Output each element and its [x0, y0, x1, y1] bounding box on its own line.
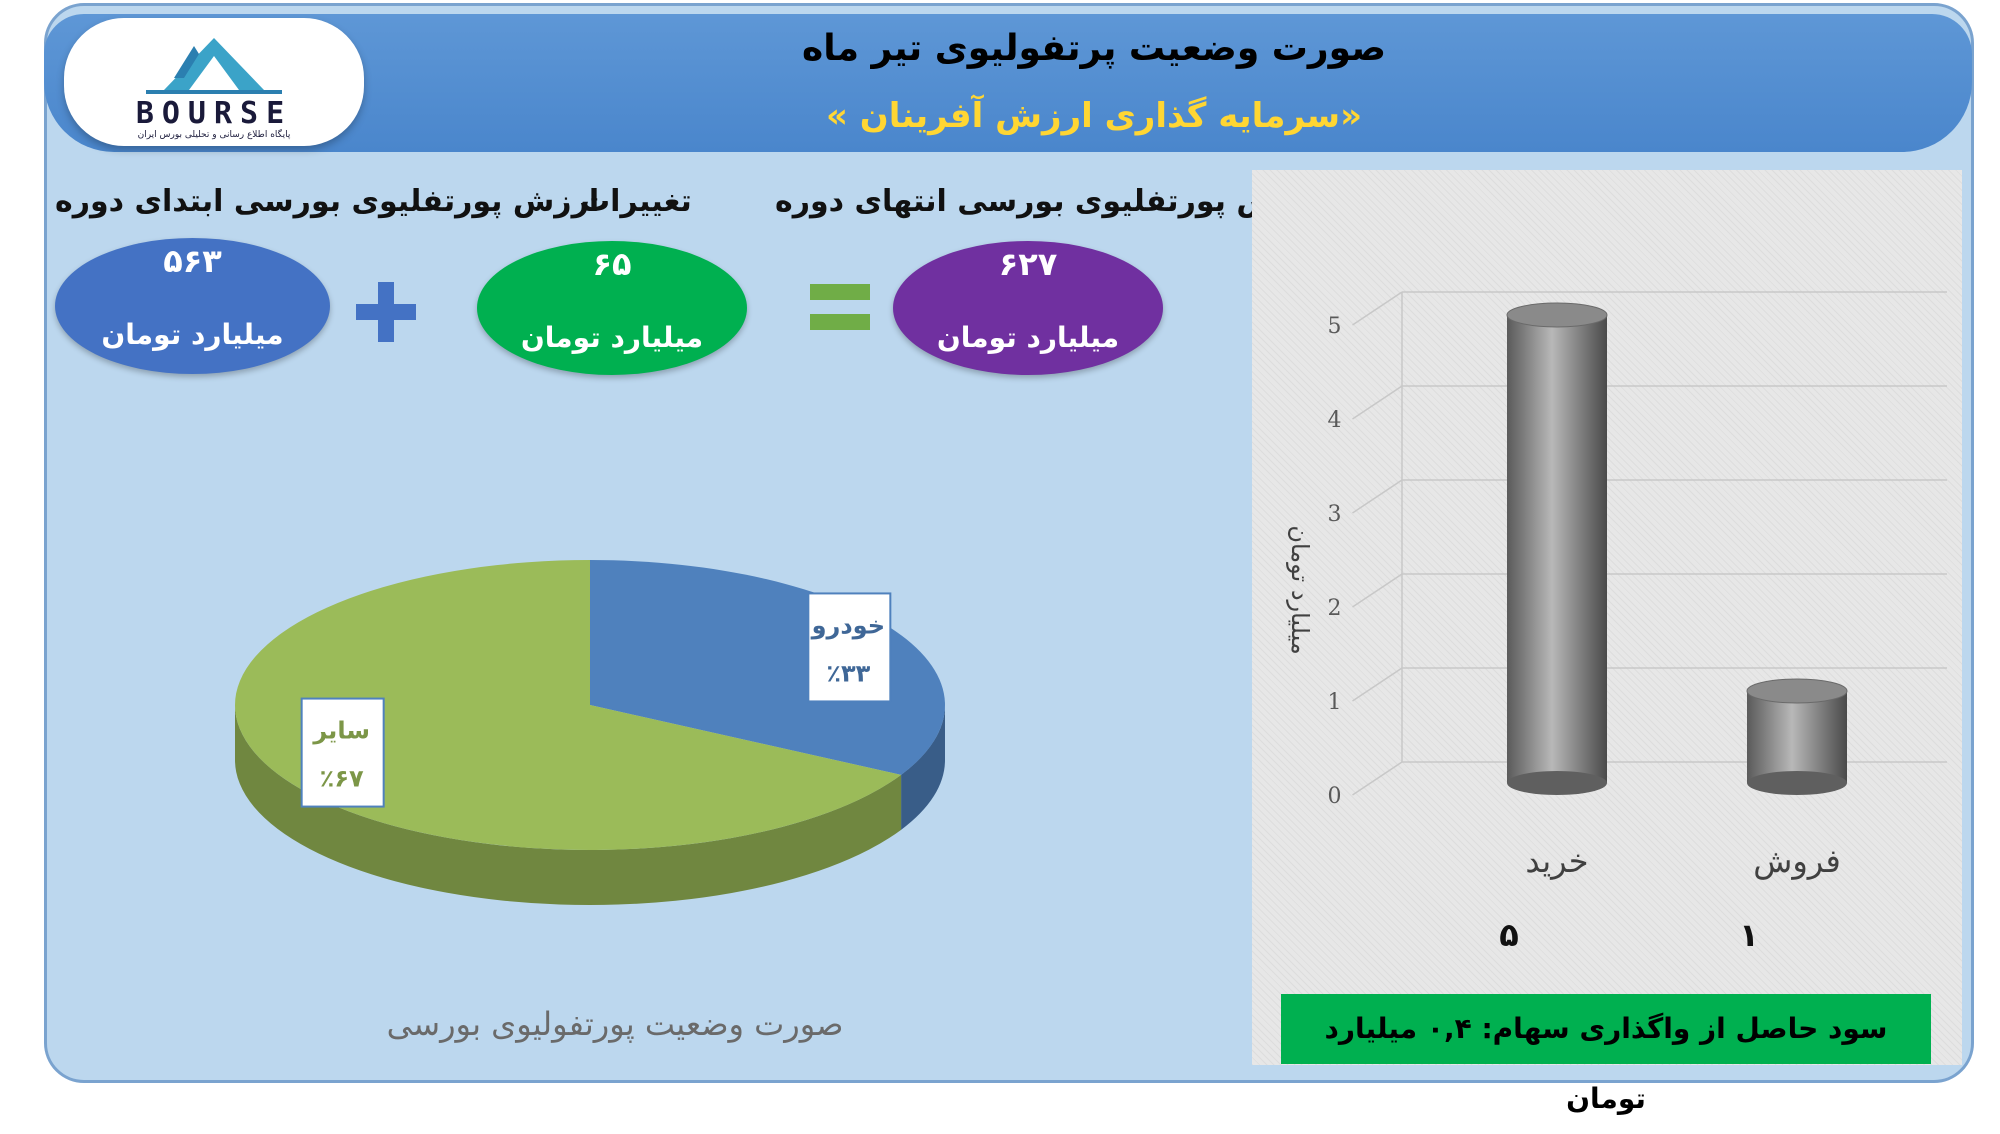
gridline-diagonal [1352, 385, 1403, 420]
change-label: تغییرات [580, 184, 692, 219]
pie-side-خودرو [901, 705, 945, 830]
end-value-label: ارزش پورتفلیوی بورسی انتهای دوره [775, 184, 1323, 219]
y-tick-label: 2 [1328, 596, 1342, 621]
pie-label-category: خودرو [811, 611, 885, 639]
pie-slice-سایر [234, 560, 902, 850]
plus-icon [356, 282, 416, 342]
bar-value-label: ۵ [1499, 916, 1519, 954]
bar-خرید [1506, 302, 1608, 795]
start-value: ۵۶۳ [163, 242, 222, 280]
logo-wordmark: BOURSE [135, 96, 293, 131]
profit-note: سود حاصل از واگذاری سهام: ۰,۴ میلیارد تو… [1281, 994, 1931, 1115]
gridline-diagonal [1352, 761, 1403, 796]
x-category-label: فروش [1753, 842, 1840, 880]
end-value: ۶۲۷ [998, 245, 1058, 283]
page-title: صورت وضعیت پرتفولیوی تیر ماه [801, 28, 1387, 69]
bar-فروش [1746, 678, 1848, 795]
start-value-ellipse: ۵۶۳ میلیارد تومان [55, 238, 330, 374]
y-tick-label: 5 [1328, 314, 1342, 339]
pie-chart-title: صورت وضعیت پورتفولیوی بورسی [386, 1005, 844, 1043]
start-value-label: ارزش پورتفلیوی بورسی ابتدای دوره [55, 184, 600, 219]
pie-label-percent: ٪۳۳ [826, 659, 870, 687]
x-category-label: خرید [1525, 842, 1588, 880]
start-value-unit: میلیارد تومان [101, 318, 284, 351]
page-subtitle: «سرمایه گذاری ارزش آفرینان » [825, 96, 1363, 136]
pie-label-percent: ٪۶۷ [320, 765, 364, 793]
gridline-diagonal [1352, 667, 1403, 702]
bourse-logo: BOURSE پایگاه اطلاع رسانی و تحلیلی بورس … [64, 18, 364, 146]
end-value-ellipse: ۶۲۷ میلیارد تومان [893, 241, 1163, 375]
bar-value-label: ۱ [1739, 916, 1759, 954]
change-value-unit: میلیارد تومان [520, 321, 704, 354]
pie-side-سایر [235, 705, 902, 905]
portfolio-pie-chart: خودرو ٪۳۳ سایر ٪۶۷ [234, 560, 945, 905]
y-tick-label: 3 [1328, 502, 1342, 527]
gridline-diagonal [1352, 291, 1403, 326]
y-axis-label: میلیارد تومان [1286, 525, 1314, 654]
gridline-diagonal [1352, 479, 1403, 514]
y-tick-label: 1 [1328, 690, 1342, 715]
equals-icon [810, 284, 870, 330]
pie-label-خودرو: خودرو ٪۳۳ [807, 592, 892, 703]
header-banner: صورت وضعیت پرتفولیوی تیر ماه «سرمایه گذا… [44, 14, 1972, 152]
end-value-unit: میلیارد تومان [936, 321, 1120, 354]
pie-label-سایر: سایر ٪۶۷ [300, 697, 385, 808]
change-value: ۶۵ [592, 245, 632, 283]
pie-label-category: سایر [312, 717, 370, 745]
change-ellipse: ۶۵ میلیارد تومان [477, 241, 747, 375]
gridline-diagonal [1352, 573, 1403, 608]
logo-mark-icon [146, 38, 282, 94]
logo-tagline: پایگاه اطلاع رسانی و تحلیلی بورس ایران [137, 130, 291, 140]
y-tick-label: 4 [1328, 408, 1342, 433]
y-tick-label: 0 [1328, 784, 1342, 809]
